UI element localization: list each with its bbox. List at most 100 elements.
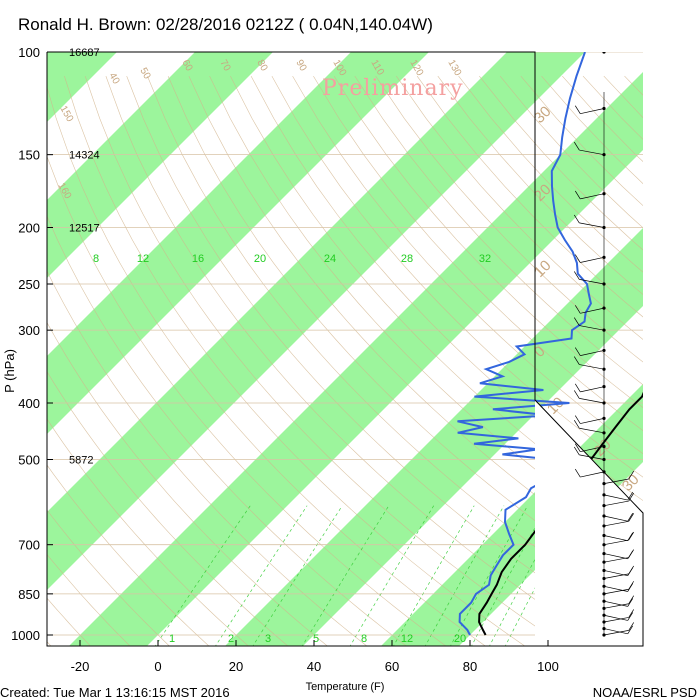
- wind-barb-staff: [603, 614, 628, 621]
- dry-adiabat: [47, 215, 407, 646]
- mixing-ratio-label: 28: [401, 253, 413, 265]
- wind-barb: [602, 609, 635, 624]
- wind-barb: [602, 532, 634, 542]
- dry-adiabat: [167, 75, 643, 597]
- wind-barb-staff: [580, 418, 605, 424]
- mixing-ratio-label: 32: [479, 253, 491, 265]
- dry-adiabat: [666, 76, 700, 647]
- wind-barb-flag: [627, 567, 634, 576]
- wind-panel-mask: [535, 400, 643, 646]
- mixing-ratio-line: [215, 505, 308, 646]
- wind-barb-staff: [579, 279, 605, 285]
- wind-barb-station: [602, 192, 606, 196]
- mixing-ratio-label: 16: [192, 253, 204, 265]
- wind-barb: [574, 190, 606, 200]
- dry-adiabat: [687, 76, 700, 647]
- height-labels: 16687 14324 12517 5872: [69, 47, 100, 466]
- wind-barb: [602, 598, 634, 607]
- dry-adiabat: [645, 76, 700, 647]
- y-tick-label: 850: [18, 587, 40, 602]
- wind-barb-flag: [574, 347, 581, 356]
- wind-barb-staff: [580, 256, 605, 263]
- wind-barb-flag: [627, 612, 634, 621]
- height-label: 5872: [69, 454, 93, 466]
- wind-barb-staff: [603, 600, 628, 607]
- isotherm-label: 10: [531, 257, 555, 281]
- wind-barb: [602, 492, 635, 508]
- y-tick-label: 200: [18, 221, 40, 236]
- mixing-ratio-line: [424, 505, 505, 646]
- mixing-ratio-label: 1: [169, 633, 175, 645]
- mixing-ratio-label: 24: [324, 253, 336, 265]
- dry-adiabat-label: 80: [254, 58, 269, 74]
- wind-barb-staff: [603, 617, 629, 623]
- wind-barb-staff: [603, 628, 628, 635]
- wind-barb: [574, 105, 606, 115]
- wind-barb-station: [602, 52, 606, 54]
- dry-adiabat: [292, 75, 643, 455]
- dewpoint-trace: [457, 52, 592, 636]
- wind-barb-staff: [579, 364, 605, 370]
- isotherm-label: 30: [531, 103, 555, 127]
- dry-adiabats: [47, 75, 700, 647]
- dry-adiabat: [375, 75, 643, 363]
- dry-adiabat: [47, 155, 447, 646]
- isotherm-band: [692, 0, 700, 647]
- dry-adiabat: [47, 371, 289, 646]
- wind-barb-flag: [627, 491, 634, 501]
- wind-barb: [573, 356, 606, 371]
- wind-barb-staff: [579, 222, 605, 228]
- y-tick-label: 1000: [11, 628, 40, 643]
- y-tick-label: 300: [18, 323, 40, 338]
- wind-barb-flag: [573, 356, 580, 365]
- source-credit: NOAA/ESRL PSD: [593, 685, 697, 700]
- wind-barb-flag: [628, 531, 635, 541]
- wind-barb-flag: [628, 609, 635, 618]
- wind-barb-station: [602, 592, 606, 596]
- isotherm-band: [224, 227, 643, 646]
- mixing-ratio-label: 20: [454, 633, 466, 645]
- height-label: 12517: [69, 223, 100, 235]
- height-label: 16687: [69, 47, 100, 59]
- y-axis-title: P (hPa): [2, 349, 17, 393]
- wind-barb: [602, 513, 634, 522]
- wind-barb: [573, 271, 606, 286]
- isotherm-band: [47, 52, 430, 434]
- wind-barb-flag: [627, 583, 634, 592]
- wind-barb: [574, 383, 606, 393]
- wind-barb: [602, 531, 635, 547]
- wind-barb: [602, 625, 634, 635]
- x-axis: -20 0 20 40 60 80 100: [71, 640, 559, 674]
- dry-adiabat: [313, 75, 643, 431]
- wind-barb-flag: [574, 39, 579, 47]
- x-tick-label: 80: [463, 659, 477, 674]
- y-tick-label: 400: [18, 396, 40, 411]
- height-label: 14324: [69, 150, 100, 162]
- mixing-ratio-label: 12: [137, 253, 149, 265]
- mixing-ratio-label: 12: [401, 633, 413, 645]
- dry-adiabat: [47, 322, 328, 646]
- wind-barb-flag: [574, 415, 581, 424]
- plot-frame: [46, 51, 644, 647]
- wind-barb-flag: [573, 446, 580, 456]
- dry-adiabat-label: 40: [106, 71, 121, 87]
- y-tick-label: 150: [18, 148, 40, 163]
- wind-barb-staff: [603, 603, 629, 609]
- preliminary-watermark: Preliminary: [322, 76, 464, 101]
- mixing-ratio-label: 8: [361, 633, 367, 645]
- mixing-ratio-line: [471, 505, 548, 646]
- dry-adiabat: [84, 76, 565, 646]
- mixing-ratio-label: 8: [93, 253, 99, 265]
- wind-barb-station: [602, 620, 606, 624]
- dry-adiabat: [250, 75, 643, 501]
- dry-adiabat: [271, 75, 643, 478]
- wind-barb-flag: [574, 443, 581, 452]
- wind-barb-staff: [580, 386, 605, 393]
- wind-barb-flag: [628, 595, 635, 604]
- wind-barb: [602, 612, 634, 621]
- wind-barb-flag: [574, 105, 581, 114]
- x-tick-label: 100: [537, 659, 559, 674]
- y-tick-label: 100: [18, 45, 40, 60]
- wind-barb-flag: [573, 214, 580, 224]
